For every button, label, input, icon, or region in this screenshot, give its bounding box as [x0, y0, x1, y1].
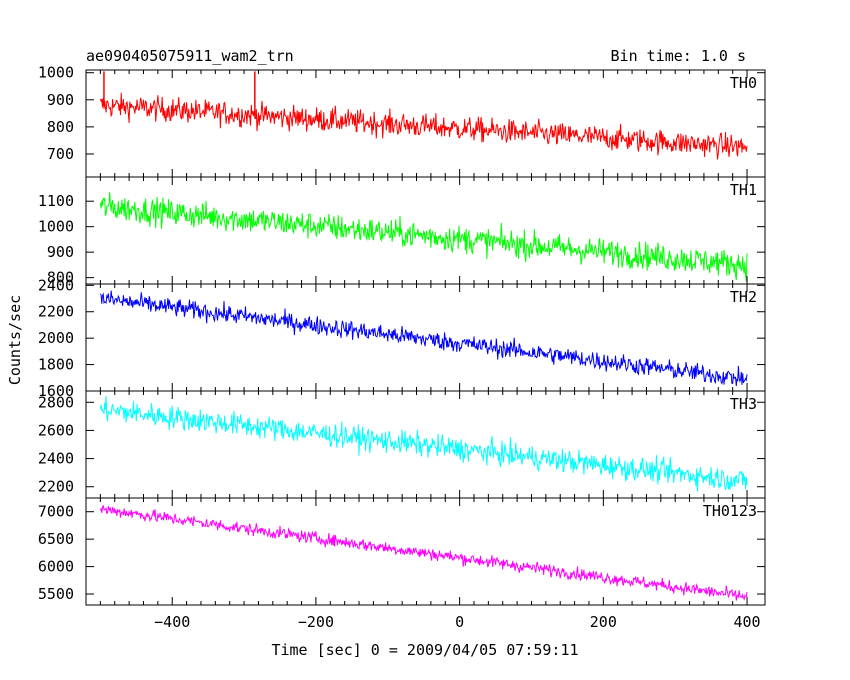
y-tick-label: 900 [47, 91, 74, 109]
y-tick-label: 1800 [38, 356, 74, 374]
y-tick-label: 2200 [38, 478, 74, 496]
series-line-th1 [99, 192, 748, 282]
y-tick-label: 1100 [38, 192, 74, 210]
series-line-th0 [99, 92, 748, 160]
panels-group: 700 800 900 1000 TH0 800 900 1000 1100 TH1 1600 180… [38, 64, 766, 631]
panel-frame-th0123 [85, 497, 766, 606]
panel-frame-th1 [85, 176, 766, 285]
x-tick-label: −400 [154, 613, 190, 631]
panel-label-th0: TH0 [730, 74, 757, 92]
series-line-th0123 [99, 505, 748, 601]
y-tick-label: 5500 [38, 585, 74, 603]
y-tick-label: 1000 [38, 64, 74, 82]
y-tick-label: 700 [47, 145, 74, 163]
x-tick-label: 400 [733, 613, 760, 631]
y-tick-label: 2200 [38, 303, 74, 321]
panel-label-th2: TH2 [730, 288, 757, 306]
x-tick-label: 200 [590, 613, 617, 631]
x-tick-label: 0 [455, 613, 464, 631]
y-axis-label: Counts/sec [6, 295, 24, 385]
chart-title-right: Bin time: 1.0 s [611, 47, 746, 65]
x-tick-label: −200 [298, 613, 334, 631]
y-tick-label: 1600 [38, 382, 74, 400]
y-tick-label: 2400 [38, 450, 74, 468]
y-tick-label: 7000 [38, 503, 74, 521]
y-tick-label: 6000 [38, 558, 74, 576]
y-tick-label: 900 [47, 243, 74, 261]
y-tick-label: 2800 [38, 393, 74, 411]
y-tick-label: 2600 [38, 421, 74, 439]
panel-label-th0123: TH0123 [703, 502, 757, 520]
y-tick-label: 1000 [38, 218, 74, 236]
y-tick-label: 800 [47, 269, 74, 287]
chart-title-left: ae090405075911_wam2_trn [86, 47, 294, 65]
y-tick-label: 2000 [38, 329, 74, 347]
x-axis-label: Time [sec] 0 = 2009/04/05 07:59:11 [271, 641, 578, 659]
y-tick-label: 2400 [38, 276, 74, 294]
series-line-th3 [99, 396, 748, 492]
y-tick-label: 800 [47, 118, 74, 136]
series-line-th2 [99, 290, 748, 387]
panel-label-th1: TH1 [730, 181, 757, 199]
y-tick-label: 6500 [38, 530, 74, 548]
panel-label-th3: TH3 [730, 395, 757, 413]
